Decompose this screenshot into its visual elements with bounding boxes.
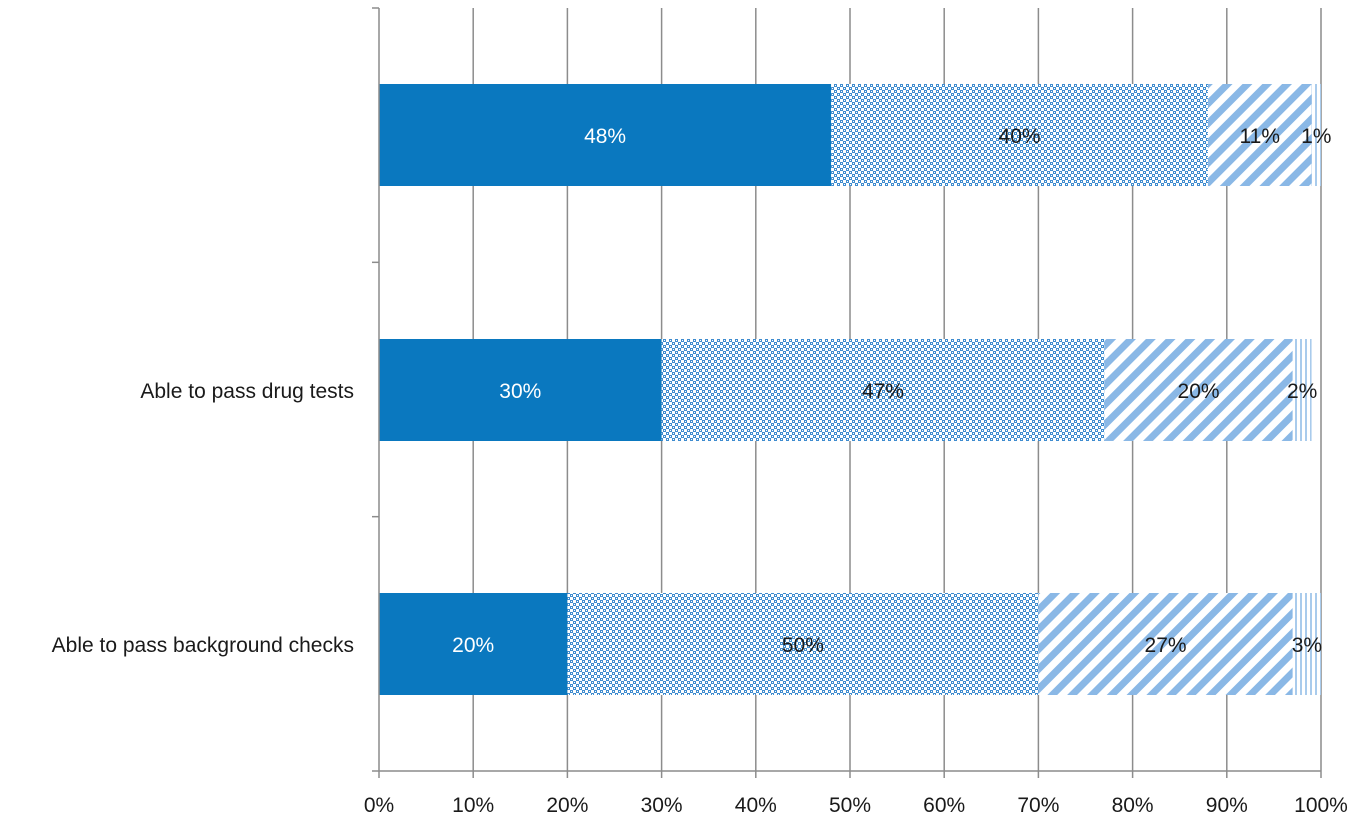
x-tick-label: 80% xyxy=(1112,794,1154,817)
data-label: 40% xyxy=(999,125,1041,148)
data-label: 20% xyxy=(1178,380,1220,403)
bar-segment xyxy=(379,84,832,186)
labels: 0% 10% 20% 30% 40% 50% 60% 70% 80% 90% 100% 48% 40% 1… xyxy=(52,125,1348,817)
data-label: 3% xyxy=(1292,634,1322,657)
bar-segment xyxy=(567,593,1039,695)
data-label: 20% xyxy=(452,634,494,657)
data-label: 47% xyxy=(862,380,904,403)
bar-segment xyxy=(1311,84,1321,186)
data-label: 30% xyxy=(499,380,541,403)
x-tick-label: 50% xyxy=(829,794,871,817)
bar-segment xyxy=(1038,593,1293,695)
bars xyxy=(379,84,1321,695)
axes xyxy=(372,7,1322,778)
data-label: 50% xyxy=(782,634,824,657)
bar-segment xyxy=(1292,593,1321,695)
x-tick-label: 10% xyxy=(452,794,494,817)
bar-segment xyxy=(379,339,662,441)
bar-segment xyxy=(1292,339,1312,441)
data-label: 48% xyxy=(584,125,626,148)
x-tick-label: 90% xyxy=(1206,794,1248,817)
bar-segment xyxy=(1207,84,1312,186)
bar-segment xyxy=(661,339,1105,441)
x-tick-label: 70% xyxy=(1017,794,1059,817)
category-label: Able to pass background checks xyxy=(52,634,354,657)
x-tick-label: 40% xyxy=(735,794,777,817)
data-label: 2% xyxy=(1287,380,1317,403)
data-label: 1% xyxy=(1301,125,1331,148)
data-label: 11% xyxy=(1240,125,1280,148)
data-label: 27% xyxy=(1145,634,1187,657)
category-label: Able to pass drug tests xyxy=(140,380,354,403)
x-tick-label: 0% xyxy=(364,794,394,817)
x-tick-label: 100% xyxy=(1294,794,1348,817)
bar-segment xyxy=(379,593,568,695)
bar-segment xyxy=(1104,339,1293,441)
bar-segment xyxy=(831,84,1208,186)
x-tick-label: 30% xyxy=(641,794,683,817)
x-tick-label: 60% xyxy=(923,794,965,817)
x-tick-label: 20% xyxy=(546,794,588,817)
